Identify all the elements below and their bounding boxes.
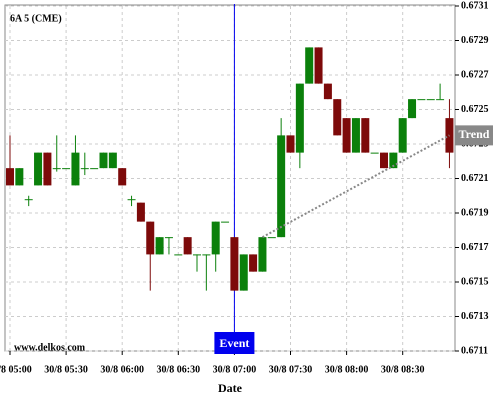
candle-body (286, 135, 295, 153)
candle-body (258, 237, 267, 272)
x-tick-label: 30/8 07:30 (269, 364, 313, 375)
candle-body (426, 99, 435, 101)
x-tick-label: 30/8 08:30 (381, 364, 425, 375)
candle-body (221, 221, 230, 223)
candle-body (52, 168, 61, 170)
x-tick-label: 30/8 05:30 (44, 364, 88, 375)
trend-label: Trend (459, 127, 490, 141)
candle-body (323, 83, 332, 100)
candle-body (80, 168, 89, 170)
y-tick-label: 0.6729 (461, 35, 489, 46)
candle-body (155, 237, 164, 255)
candle-body (230, 237, 239, 291)
candle-body (136, 202, 145, 222)
candle-body (99, 152, 108, 169)
event-label-box (214, 332, 255, 354)
candle-body (342, 118, 351, 153)
candle-body (370, 152, 379, 154)
candle-body (90, 168, 99, 170)
candle-body (183, 237, 192, 255)
candle-body (6, 168, 14, 186)
trend-label-box (455, 125, 493, 146)
candle-body (333, 99, 342, 136)
candle-body (361, 118, 370, 153)
y-tick-label: 0.6713 (461, 311, 489, 322)
candle-body (146, 221, 155, 255)
candle-body (249, 254, 258, 272)
x-tick-label: 30/8 05:00 (0, 364, 32, 375)
candle-body (118, 168, 127, 186)
candle-body (34, 152, 43, 186)
x-tick-label: 30/8 07:00 (213, 364, 257, 375)
candle-body (127, 199, 136, 201)
candle-body (239, 254, 248, 291)
y-tick-label: 0.6719 (461, 207, 489, 218)
candle-body (164, 237, 173, 239)
candle-body (295, 83, 304, 153)
event-label: Event (219, 336, 249, 350)
candle-body (211, 221, 220, 255)
chart-title: 6A 5 (CME) (10, 13, 62, 24)
candle-body (43, 152, 52, 186)
y-tick-label: 0.6721 (461, 173, 489, 184)
y-tick-label: 0.6727 (461, 69, 489, 80)
y-tick-label: 0.6711 (461, 345, 488, 356)
trend-line (261, 134, 450, 239)
y-tick-label: 0.6731 (461, 0, 489, 11)
candle-body (24, 199, 33, 201)
candle-body (408, 99, 417, 119)
x-tick-label: 30/8 08:00 (325, 364, 369, 375)
candle-body (351, 118, 360, 153)
candle-body (202, 254, 211, 256)
candle-body (108, 152, 117, 169)
candle-body (174, 254, 183, 256)
candle-body (193, 254, 201, 256)
x-tick-label: 30/8 06:30 (156, 364, 200, 375)
candle-body (305, 47, 314, 84)
candle-body (71, 152, 80, 186)
candle-body (62, 168, 71, 170)
candle-body (15, 168, 24, 186)
x-axis-label: Date (218, 381, 243, 395)
candle-body (267, 237, 276, 239)
y-tick-label: 0.6717 (461, 242, 489, 253)
candle-body (389, 152, 398, 169)
candle-body (436, 99, 445, 101)
y-tick-label: 0.6725 (461, 104, 489, 115)
candle-body (380, 152, 388, 169)
candle-body (314, 47, 323, 84)
candle-body (398, 118, 407, 153)
candle-body (277, 135, 286, 238)
x-tick-label: 30/8 06:00 (100, 364, 144, 375)
y-tick-label: 0.6715 (461, 276, 489, 287)
watermark: www.delkos.com (14, 342, 86, 353)
candle-body (417, 99, 426, 101)
